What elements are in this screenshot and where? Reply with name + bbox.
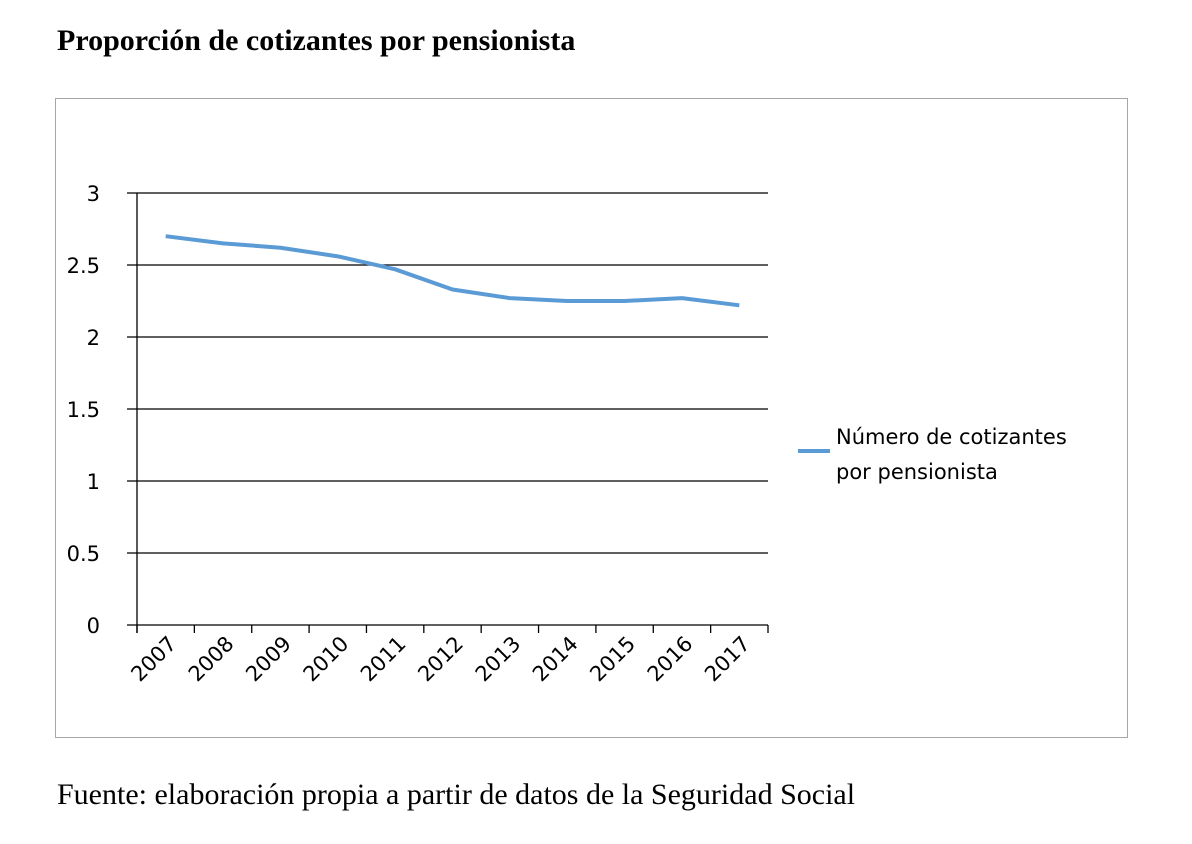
y-tick-label: 3: [87, 182, 100, 206]
x-tick-label: 2007: [126, 632, 181, 687]
source-note: Fuente: elaboración propia a partir de d…: [57, 778, 856, 811]
x-tick-label: 2014: [528, 632, 583, 687]
page-title: Proporción de cotizantes por pensionista: [57, 24, 576, 57]
legend-label: por pensionista: [836, 460, 998, 484]
series-line: [165, 234, 740, 308]
y-tick-label: 1: [87, 470, 100, 494]
x-tick-label: 2008: [184, 632, 239, 687]
x-tick-label: 2012: [413, 632, 468, 687]
y-tick-label: 0: [87, 614, 100, 638]
x-tick-label: 2009: [241, 632, 296, 687]
legend-label: Número de cotizantes: [836, 425, 1067, 449]
chart-frame: [55, 98, 1128, 738]
y-tick-label: 2: [87, 326, 100, 350]
x-tick-label: 2011: [356, 632, 411, 687]
x-tick-label: 2013: [471, 632, 526, 687]
x-tick-label: 2017: [700, 632, 755, 687]
x-tick-label: 2015: [585, 632, 640, 687]
x-tick-label: 2016: [643, 632, 698, 687]
y-tick-label: 0.5: [67, 542, 100, 566]
x-tick-label: 2010: [299, 632, 354, 687]
y-tick-label: 2.5: [67, 254, 100, 278]
y-tick-label: 1.5: [67, 398, 100, 422]
